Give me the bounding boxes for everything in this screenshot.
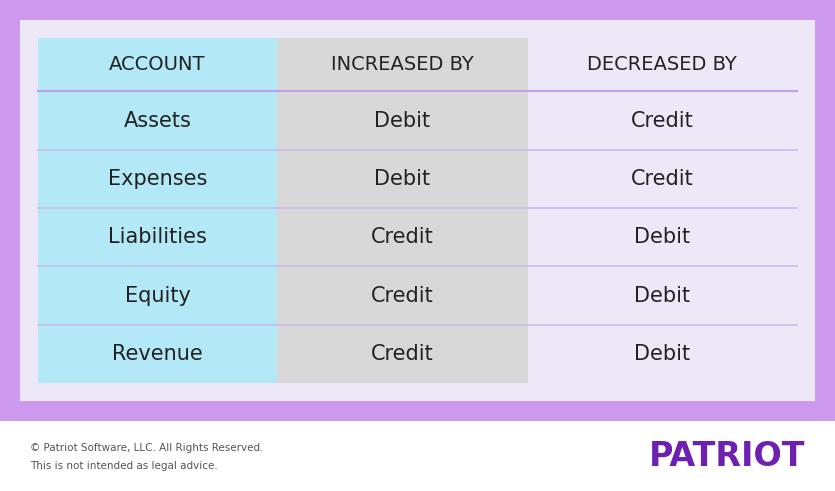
Text: PATRIOT: PATRIOT	[649, 439, 805, 472]
Text: Credit: Credit	[371, 286, 433, 305]
Text: Equity: Equity	[124, 286, 190, 305]
Text: © Patriot Software, LLC. All Rights Reserved.: © Patriot Software, LLC. All Rights Rese…	[30, 443, 264, 453]
Text: Credit: Credit	[631, 110, 694, 131]
Text: Credit: Credit	[631, 169, 694, 189]
Text: Credit: Credit	[371, 344, 433, 364]
Text: Revenue: Revenue	[112, 344, 203, 364]
Bar	[277, 208, 528, 267]
Bar	[38, 150, 277, 208]
Text: Debit: Debit	[374, 110, 430, 131]
Bar	[528, 208, 797, 267]
Bar	[38, 325, 277, 383]
Text: INCREASED BY: INCREASED BY	[331, 55, 473, 74]
Text: Debit: Debit	[374, 169, 430, 189]
Bar	[277, 325, 528, 383]
Text: Expenses: Expenses	[108, 169, 207, 189]
Text: Credit: Credit	[371, 227, 433, 247]
Text: This is not intended as legal advice.: This is not intended as legal advice.	[30, 461, 218, 471]
Bar	[815, 20, 835, 401]
Bar	[277, 38, 528, 91]
Bar	[0, 0, 835, 20]
Bar	[38, 208, 277, 267]
Text: Debit: Debit	[635, 344, 691, 364]
Bar	[528, 91, 797, 150]
Bar	[38, 267, 277, 325]
Text: Assets: Assets	[124, 110, 191, 131]
Bar	[0, 20, 20, 401]
Bar	[277, 91, 528, 150]
Bar	[528, 150, 797, 208]
Bar	[20, 20, 815, 401]
Bar	[0, 401, 835, 421]
Bar	[0, 421, 835, 491]
Bar	[38, 91, 277, 150]
Bar	[528, 38, 797, 91]
Bar	[277, 150, 528, 208]
Text: Liabilities: Liabilities	[108, 227, 207, 247]
Text: DECREASED BY: DECREASED BY	[587, 55, 737, 74]
Bar	[528, 267, 797, 325]
Text: ACCOUNT: ACCOUNT	[109, 55, 205, 74]
Text: Debit: Debit	[635, 286, 691, 305]
Bar	[277, 267, 528, 325]
Bar	[38, 38, 277, 91]
Text: Debit: Debit	[635, 227, 691, 247]
Bar	[528, 325, 797, 383]
